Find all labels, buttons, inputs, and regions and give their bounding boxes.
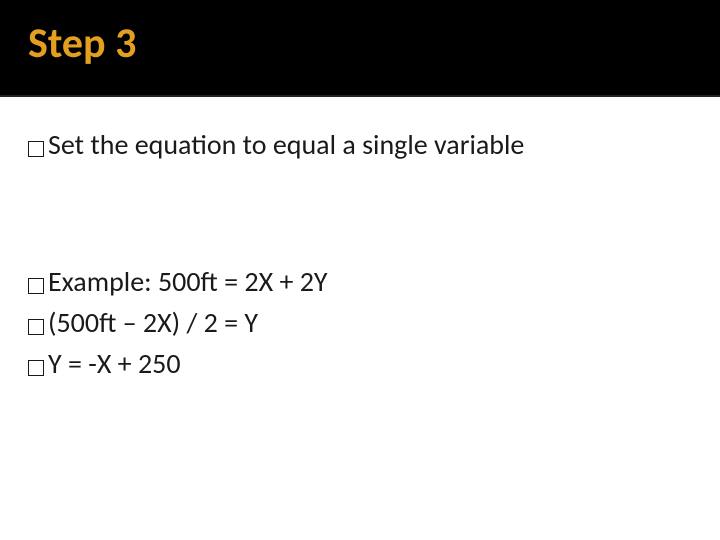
- content-text: Set the equation to equal a single varia…: [48, 127, 524, 162]
- content-text: Y = -X + 250: [48, 346, 181, 381]
- content-line: Example: 500ft = 2X + 2Y: [28, 264, 692, 299]
- content-text: Example: 500ft = 2X + 2Y: [48, 264, 328, 299]
- square-bullet-icon: [28, 141, 44, 157]
- content-text: (500ft – 2X) / 2 = Y: [48, 305, 258, 340]
- slide-header: Step 3: [0, 0, 720, 97]
- content-line: (500ft – 2X) / 2 = Y: [28, 305, 692, 340]
- content-line: Set the equation to equal a single varia…: [28, 127, 692, 162]
- spacer: [28, 168, 692, 264]
- slide-content: Set the equation to equal a single varia…: [0, 97, 720, 381]
- square-bullet-icon: [28, 360, 44, 376]
- square-bullet-icon: [28, 278, 44, 294]
- content-line: Y = -X + 250: [28, 346, 692, 381]
- square-bullet-icon: [28, 319, 44, 335]
- slide-title: Step 3: [28, 18, 720, 69]
